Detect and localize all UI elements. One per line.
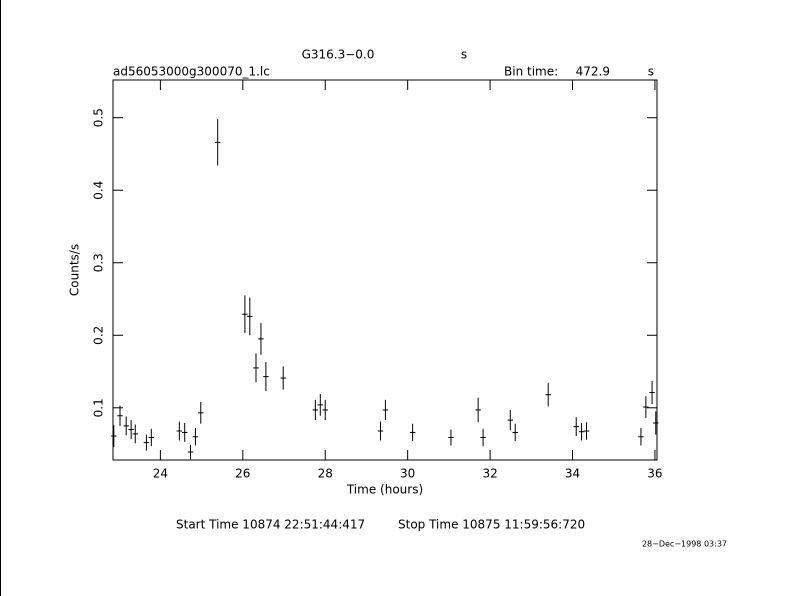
x-axis-label: Time (hours) (346, 483, 423, 497)
bin-time: 472.9 (576, 65, 610, 79)
start-time: Start Time 10874 22:51:44:417 (176, 518, 365, 532)
file-name: ad56053000g300070_1.lc (113, 65, 270, 79)
x-tick-label: 30 (400, 467, 415, 481)
date-stamp: 28−Dec−1998 03:37 (642, 540, 727, 549)
y-tick-label: 0.3 (92, 253, 106, 272)
bin-time-unit: s (648, 65, 654, 79)
x-tick-label: 32 (482, 467, 497, 481)
x-tick-label: 26 (235, 467, 250, 481)
y-tick-label: 0.4 (92, 181, 106, 200)
x-tick-label: 34 (565, 467, 580, 481)
x-tick-label: 24 (153, 467, 168, 481)
x-tick-label: 28 (318, 467, 333, 481)
plot-frame (112, 79, 658, 461)
stop-time: Stop Time 10875 11:59:56:720 (398, 518, 585, 532)
bin-time-label: Bin time: (504, 65, 558, 79)
y-axis-label: Counts/s (68, 244, 82, 296)
title-unit: s (461, 48, 467, 62)
y-tick-label: 0.5 (92, 108, 106, 127)
y-tick-label: 0.2 (92, 326, 106, 345)
y-tick-label: 0.1 (92, 398, 106, 417)
x-tick-label: 36 (647, 467, 662, 481)
chart-title: G316.3−0.0 (302, 48, 375, 62)
